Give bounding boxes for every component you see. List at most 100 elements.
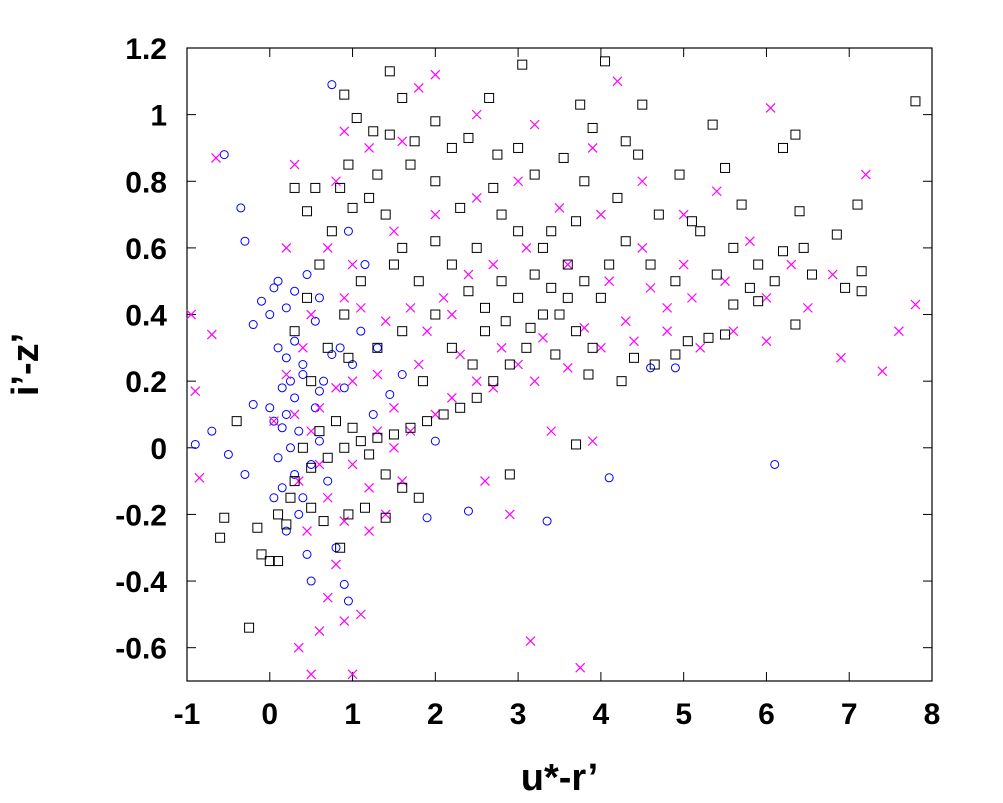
x-tick-label: 8 — [924, 698, 941, 731]
data-point-circle — [281, 353, 291, 363]
data-point-circle — [294, 509, 304, 519]
data-point-circle — [298, 493, 308, 503]
data-point-circle — [422, 513, 432, 523]
data-point-cross — [364, 143, 375, 153]
data-point-square — [616, 376, 627, 387]
data-point-square — [579, 276, 590, 287]
data-point-square — [306, 502, 317, 513]
data-point-cross — [575, 662, 586, 673]
x-tick-label: 3 — [510, 698, 527, 731]
data-point-cross — [728, 326, 739, 337]
data-point-cross — [761, 336, 772, 347]
data-point-square — [612, 192, 623, 203]
data-point-circle — [277, 483, 287, 493]
data-point-cross — [339, 516, 350, 527]
data-point-cross — [413, 83, 424, 93]
data-point-circle — [339, 579, 349, 589]
data-point-square — [513, 142, 524, 153]
data-point-square — [711, 269, 722, 280]
data-point-cross — [322, 242, 333, 253]
data-point-square — [430, 309, 441, 320]
data-point-cross — [860, 169, 871, 180]
data-point-cross — [322, 592, 333, 603]
data-point-square — [670, 349, 681, 360]
data-point-cross — [525, 636, 536, 646]
data-point-square — [633, 149, 644, 160]
y-tick-label: 0.6 — [125, 233, 167, 266]
data-point-cross — [355, 302, 366, 313]
data-point-circle — [335, 343, 345, 353]
y-tick-label: 1 — [150, 100, 167, 133]
data-point-square — [289, 182, 300, 193]
data-point-square — [600, 56, 611, 67]
data-point-square — [583, 369, 594, 380]
data-point-square — [720, 329, 731, 340]
data-point-square — [728, 299, 739, 310]
data-point-circle — [298, 360, 308, 369]
x-tick-label: 5 — [675, 698, 692, 731]
data-point-square — [380, 469, 391, 480]
data-point-square — [297, 442, 308, 453]
y-tick-label: 1.2 — [125, 33, 167, 66]
data-point-square — [388, 259, 399, 270]
data-point-cross — [297, 342, 308, 353]
data-point-square — [587, 122, 598, 133]
data-point-square — [471, 242, 482, 253]
data-point-square — [322, 342, 333, 353]
data-point-cross — [389, 402, 399, 413]
data-point-cross — [802, 302, 813, 313]
data-point-square — [335, 542, 346, 553]
data-point-cross — [293, 642, 304, 653]
data-point-circle — [343, 596, 353, 606]
data-point-square — [335, 182, 346, 193]
data-point-square — [355, 436, 366, 447]
data-point-square — [471, 392, 482, 403]
data-point-cross — [678, 259, 689, 270]
data-point-square — [649, 359, 660, 370]
data-point-square — [380, 512, 391, 523]
data-point-cross — [595, 209, 606, 220]
data-point-square — [546, 226, 557, 237]
data-point-circle — [273, 276, 283, 286]
data-point-square — [331, 416, 341, 427]
data-point-square — [728, 242, 739, 253]
data-points — [186, 56, 921, 680]
data-point-square — [579, 176, 590, 187]
data-point-circle — [385, 389, 395, 399]
data-point-square — [310, 182, 321, 193]
data-point-circle — [285, 376, 295, 386]
data-point-square — [480, 326, 490, 337]
data-point-cross — [562, 362, 573, 373]
data-point-square — [397, 482, 408, 493]
data-point-cross — [521, 242, 532, 253]
data-point-cross — [471, 192, 482, 203]
data-point-square — [314, 426, 325, 437]
data-point-square — [405, 159, 416, 170]
data-point-cross — [471, 376, 482, 387]
data-point-square — [364, 449, 375, 460]
data-point-square — [571, 439, 582, 450]
data-point-circle — [290, 393, 300, 403]
data-point-square — [231, 416, 242, 427]
data-point-cross — [645, 282, 656, 293]
data-point-circle — [207, 426, 217, 436]
data-point-cross — [604, 276, 615, 287]
data-point-cross — [331, 559, 341, 570]
y-tick-label: -0.6 — [115, 633, 167, 666]
data-point-cross — [695, 342, 706, 353]
data-point-square — [339, 442, 350, 453]
data-point-cross — [910, 299, 921, 310]
data-point-square — [571, 326, 582, 337]
data-point-square — [322, 452, 333, 463]
data-point-cross — [455, 349, 466, 360]
data-point-square — [343, 352, 354, 363]
data-point-square — [744, 282, 755, 293]
data-point-circle — [314, 293, 324, 303]
x-tick-label: 7 — [841, 698, 858, 731]
data-point-square — [554, 309, 565, 320]
data-point-cross — [339, 616, 350, 626]
data-point-circle — [257, 296, 266, 306]
data-point-circle — [356, 326, 366, 336]
data-point-circle — [323, 476, 333, 486]
data-point-cross — [413, 359, 424, 370]
